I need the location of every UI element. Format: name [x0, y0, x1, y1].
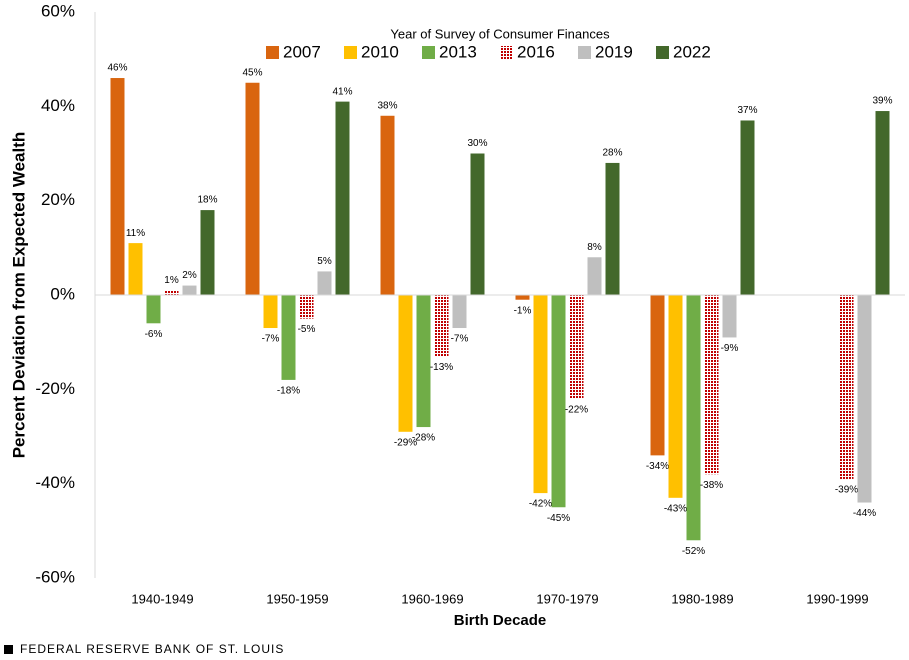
- value-label: -7%: [262, 334, 280, 345]
- x-tick-label: 1940-1949: [131, 591, 193, 606]
- bar: [380, 115, 395, 296]
- value-label: 28%: [602, 148, 622, 159]
- value-label: -1%: [514, 305, 532, 316]
- y-axis-title: Percent Deviation from Expected Wealth: [9, 132, 28, 459]
- bar: [164, 290, 179, 295]
- logo-square: [4, 645, 13, 654]
- value-label: -39%: [835, 485, 858, 496]
- value-label: -52%: [682, 546, 705, 557]
- value-label: -43%: [664, 503, 687, 514]
- bar: [128, 243, 143, 295]
- y-tick-label: 0%: [50, 284, 75, 303]
- bar: [515, 295, 530, 300]
- value-label: 8%: [587, 242, 602, 253]
- bar: [686, 295, 701, 541]
- value-label: 39%: [872, 96, 892, 107]
- bar: [434, 295, 449, 357]
- value-label: 11%: [126, 228, 145, 239]
- value-label: -44%: [853, 508, 876, 519]
- value-label: -18%: [277, 386, 300, 397]
- bar: [839, 295, 854, 479]
- bar: [416, 295, 431, 428]
- value-label: 41%: [332, 86, 352, 97]
- value-label: 30%: [467, 138, 487, 149]
- y-tick-label: 20%: [41, 190, 75, 209]
- value-label: -28%: [412, 433, 435, 444]
- value-label: -9%: [721, 343, 739, 354]
- legend-label: 2007: [283, 42, 321, 61]
- source: FEDERAL RESERVE BANK OF ST. LOUIS: [20, 642, 284, 656]
- bar: [740, 120, 755, 295]
- legend-title: Year of Survey of Consumer Finances: [390, 26, 610, 41]
- x-tick-label: 1990-1999: [806, 591, 868, 606]
- bar: [452, 295, 467, 329]
- value-label: 37%: [737, 105, 757, 116]
- y-tick-label: 60%: [41, 1, 75, 20]
- bar: [722, 295, 737, 338]
- x-tick-label: 1960-1969: [401, 591, 463, 606]
- legend-label: 2016: [517, 42, 555, 61]
- y-tick-label: -40%: [35, 473, 75, 492]
- value-label: -22%: [565, 404, 588, 415]
- legend-swatch: [500, 46, 513, 59]
- x-tick-label: 1980-1989: [671, 591, 733, 606]
- bar: [335, 101, 350, 295]
- legend-label: 2013: [439, 42, 477, 61]
- legend-swatch: [578, 46, 591, 59]
- y-tick-label: -60%: [35, 567, 75, 586]
- bar: [704, 295, 719, 475]
- value-label: 2%: [182, 270, 197, 281]
- y-tick-label: -20%: [35, 379, 75, 398]
- legend-swatch: [422, 46, 435, 59]
- legend-swatch: [344, 46, 357, 59]
- bar: [200, 210, 215, 295]
- value-label: 1%: [164, 275, 179, 286]
- bar: [398, 295, 413, 432]
- x-tick-label: 1950-1959: [266, 591, 328, 606]
- bar: [551, 295, 566, 508]
- bar: [533, 295, 548, 494]
- bar: [110, 78, 125, 296]
- bar: [245, 82, 260, 295]
- value-label: -5%: [298, 324, 316, 335]
- x-tick-label: 1970-1979: [536, 591, 598, 606]
- value-label: 45%: [242, 67, 262, 78]
- bar: [875, 111, 890, 295]
- value-label: -42%: [529, 499, 552, 510]
- bar: [146, 295, 161, 324]
- value-label: -7%: [451, 334, 469, 345]
- legend-swatch: [656, 46, 669, 59]
- x-axis-title: Birth Decade: [454, 612, 547, 629]
- legend-label: 2010: [361, 42, 399, 61]
- bar: [587, 257, 602, 295]
- bar: [470, 153, 485, 295]
- value-label: -6%: [145, 329, 163, 340]
- bar: [263, 295, 278, 329]
- value-label: 5%: [317, 256, 332, 267]
- legend-label: 2022: [673, 42, 711, 61]
- value-label: -45%: [547, 513, 570, 524]
- y-tick-label: 40%: [41, 96, 75, 115]
- bar: [668, 295, 683, 498]
- bar: [605, 162, 620, 295]
- bar: [317, 271, 332, 295]
- value-label: -34%: [646, 461, 669, 472]
- value-label: 38%: [377, 100, 397, 111]
- legend-swatch: [266, 46, 279, 59]
- legend-label: 2019: [595, 42, 633, 61]
- value-label: -13%: [430, 362, 453, 373]
- value-label: -38%: [700, 480, 723, 491]
- value-label: 18%: [197, 195, 217, 206]
- bar: [299, 295, 314, 319]
- value-label: 46%: [107, 63, 127, 74]
- bar: [857, 295, 872, 503]
- value-label: -29%: [394, 437, 417, 448]
- bar: [650, 295, 665, 456]
- bar: [182, 285, 197, 295]
- bar: [569, 295, 584, 399]
- bar: [281, 295, 296, 380]
